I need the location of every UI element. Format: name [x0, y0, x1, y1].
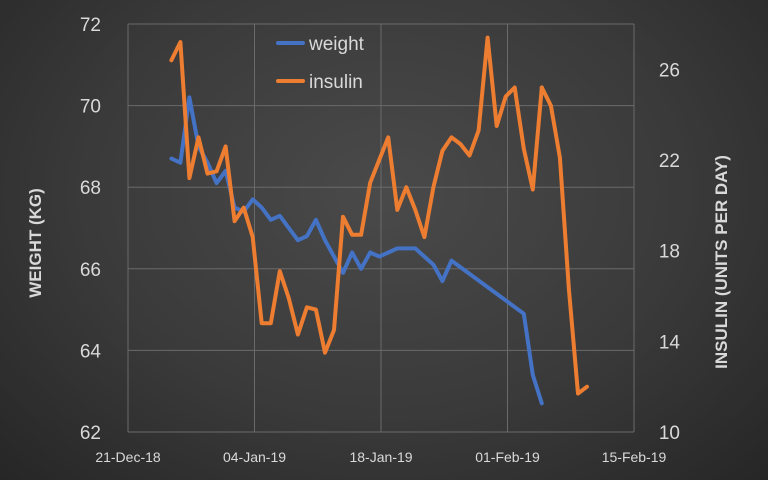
- series-line-weight: [169, 95, 544, 406]
- x-tick-label: 18-Jan-19: [349, 449, 412, 465]
- legend-item-weight[interactable]: weight: [276, 34, 365, 55]
- right-tick-label: 26: [659, 60, 680, 81]
- x-tick-label: 04-Jan-19: [223, 449, 286, 465]
- x-axis-ticks: 21-Dec-18 04-Jan-19 18-Jan-19 01-Feb-19 15-F…: [95, 449, 666, 465]
- x-tick-label: 21-Dec-18: [95, 449, 161, 465]
- right-tick-label: 14: [659, 332, 681, 353]
- legend[interactable]: weight insulin: [276, 34, 365, 93]
- gridlines: [127, 23, 635, 433]
- left-tick-label: 72: [80, 15, 101, 36]
- left-axis-title: WEIGHT (KG): [26, 188, 45, 298]
- left-tick-label: 68: [80, 178, 101, 199]
- x-tick-label: 01-Feb-19: [475, 449, 540, 465]
- x-tick-label: 15-Feb-19: [602, 449, 667, 465]
- legend-label-weight: weight: [308, 34, 365, 55]
- right-tick-label: 22: [659, 151, 680, 172]
- right-tick-label: 18: [659, 242, 680, 263]
- right-axis-title: INSULIN (UNITS PER DAY): [712, 155, 731, 369]
- left-tick-label: 70: [80, 97, 101, 118]
- right-axis-ticks: 10 14 18 22 26: [659, 60, 681, 444]
- left-tick-label: 66: [80, 260, 101, 281]
- legend-item-insulin[interactable]: insulin: [276, 72, 363, 93]
- left-tick-label: 64: [80, 341, 102, 362]
- left-tick-label: 62: [80, 423, 101, 444]
- series-line-insulin: [169, 35, 544, 355]
- series-line-insulin-tail: [539, 85, 589, 396]
- legend-label-insulin: insulin: [309, 72, 363, 93]
- series-layer: [169, 35, 589, 406]
- right-tick-label: 10: [659, 423, 680, 444]
- left-axis-ticks: 62 64 66 68 70 72: [80, 15, 102, 444]
